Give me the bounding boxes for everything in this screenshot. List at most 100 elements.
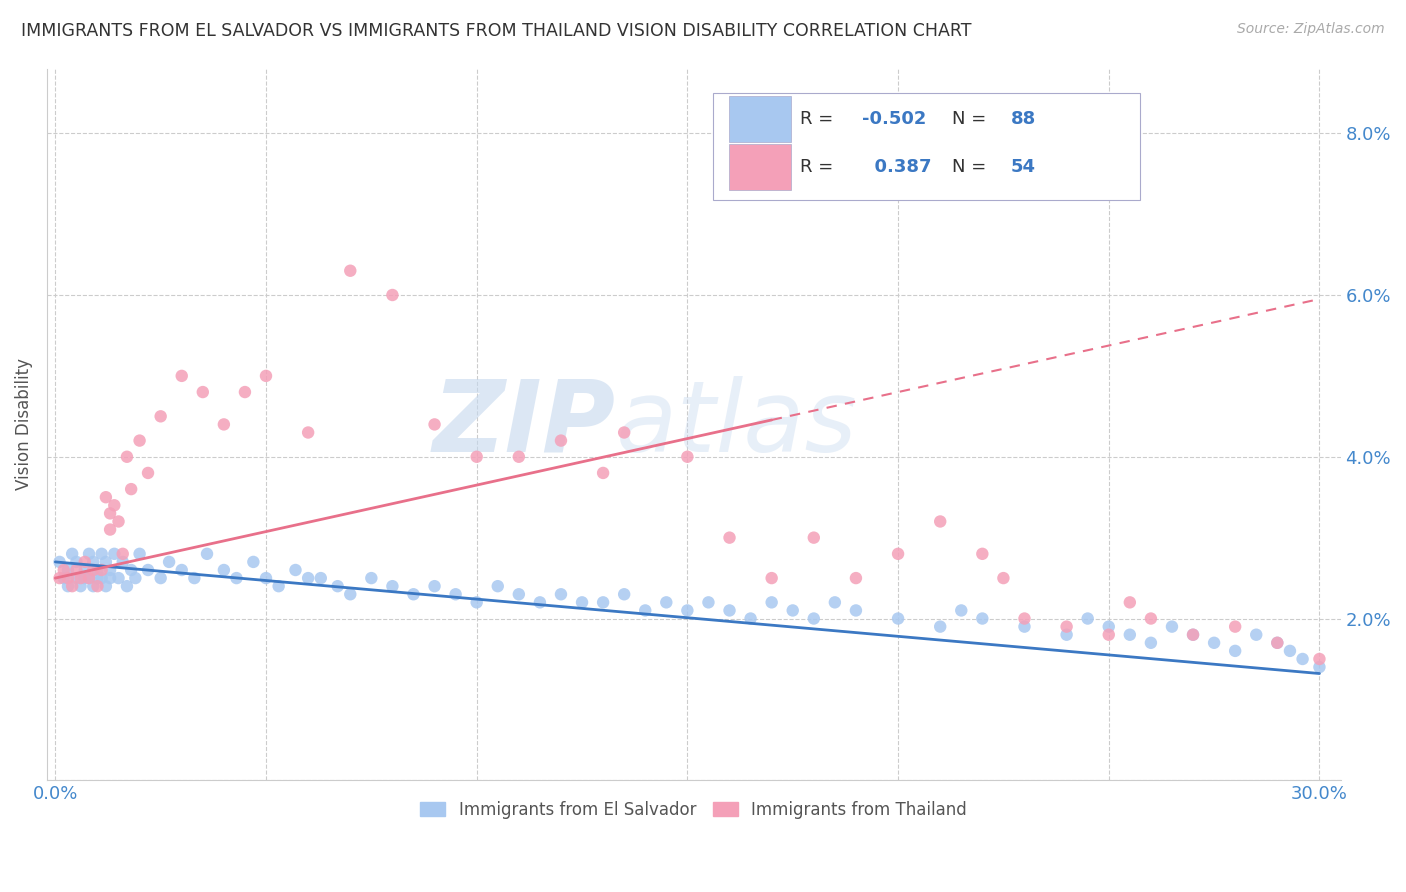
Text: -0.502: -0.502: [862, 111, 927, 128]
Point: [1223, 644, 1246, 658]
Point: [52, 571, 75, 585]
Point: [48, 555, 70, 569]
Point: [1098, 628, 1121, 642]
Text: atlas: atlas: [616, 376, 858, 473]
Point: [115, 450, 138, 464]
FancyBboxPatch shape: [713, 94, 1140, 200]
Point: [1265, 636, 1288, 650]
Point: [69, 579, 91, 593]
Point: [929, 619, 952, 633]
Point: [128, 434, 150, 448]
Point: [309, 571, 332, 585]
Point: [254, 571, 277, 585]
Point: [676, 603, 699, 617]
Text: 88: 88: [1011, 111, 1036, 128]
Point: [56, 563, 79, 577]
Point: [782, 603, 804, 617]
Point: [82, 555, 104, 569]
Point: [550, 587, 572, 601]
Point: [845, 603, 868, 617]
Point: [124, 571, 146, 585]
Point: [592, 466, 614, 480]
Point: [191, 385, 214, 400]
Point: [423, 579, 446, 593]
Point: [56, 571, 79, 585]
Point: [1056, 619, 1078, 633]
Point: [1140, 611, 1163, 625]
Point: [423, 417, 446, 432]
FancyBboxPatch shape: [728, 144, 790, 190]
Point: [1077, 611, 1099, 625]
Point: [107, 571, 129, 585]
Point: [157, 555, 180, 569]
Point: [634, 603, 657, 617]
Text: R =: R =: [800, 111, 839, 128]
Point: [111, 547, 134, 561]
Point: [326, 579, 349, 593]
Point: [1244, 628, 1267, 642]
Point: [1119, 628, 1142, 642]
Point: [676, 450, 699, 464]
Point: [86, 579, 108, 593]
Point: [69, 571, 91, 585]
Point: [929, 515, 952, 529]
Text: ZIP: ZIP: [433, 376, 616, 473]
Point: [170, 563, 193, 577]
Point: [48, 571, 70, 585]
Point: [149, 571, 172, 585]
Point: [86, 563, 108, 577]
Point: [195, 547, 218, 561]
Point: [761, 595, 783, 609]
Point: [52, 563, 75, 577]
Point: [1098, 619, 1121, 633]
Point: [65, 571, 87, 585]
Point: [444, 587, 467, 601]
Point: [73, 571, 96, 585]
Text: N =: N =: [952, 158, 993, 176]
Text: Source: ZipAtlas.com: Source: ZipAtlas.com: [1237, 22, 1385, 37]
FancyBboxPatch shape: [728, 96, 790, 143]
Point: [65, 563, 87, 577]
Point: [98, 507, 121, 521]
Point: [508, 587, 530, 601]
Point: [339, 264, 361, 278]
Point: [120, 563, 142, 577]
Point: [297, 571, 319, 585]
Point: [94, 579, 117, 593]
Legend: Immigrants from El Salvador, Immigrants from Thailand: Immigrants from El Salvador, Immigrants …: [413, 794, 974, 825]
Point: [360, 571, 382, 585]
Point: [1265, 636, 1288, 650]
Point: [381, 579, 404, 593]
Point: [697, 595, 720, 609]
Point: [740, 611, 762, 625]
Point: [183, 571, 205, 585]
Point: [149, 409, 172, 424]
Point: [887, 547, 910, 561]
Point: [225, 571, 247, 585]
Point: [803, 611, 825, 625]
Point: [82, 563, 104, 577]
Point: [73, 563, 96, 577]
Point: [1014, 619, 1036, 633]
Point: [550, 434, 572, 448]
Point: [94, 490, 117, 504]
Point: [233, 385, 256, 400]
Point: [1278, 644, 1301, 658]
Point: [90, 563, 112, 577]
Point: [107, 515, 129, 529]
Point: [1182, 628, 1205, 642]
Point: [718, 531, 741, 545]
Point: [592, 595, 614, 609]
Point: [77, 571, 100, 585]
Point: [1119, 595, 1142, 609]
Point: [508, 450, 530, 464]
Point: [56, 579, 79, 593]
Point: [972, 547, 994, 561]
Point: [1056, 628, 1078, 642]
Point: [90, 571, 112, 585]
Point: [128, 547, 150, 561]
Text: 0.387: 0.387: [862, 158, 931, 176]
Point: [1291, 652, 1313, 666]
Point: [655, 595, 678, 609]
Point: [98, 523, 121, 537]
